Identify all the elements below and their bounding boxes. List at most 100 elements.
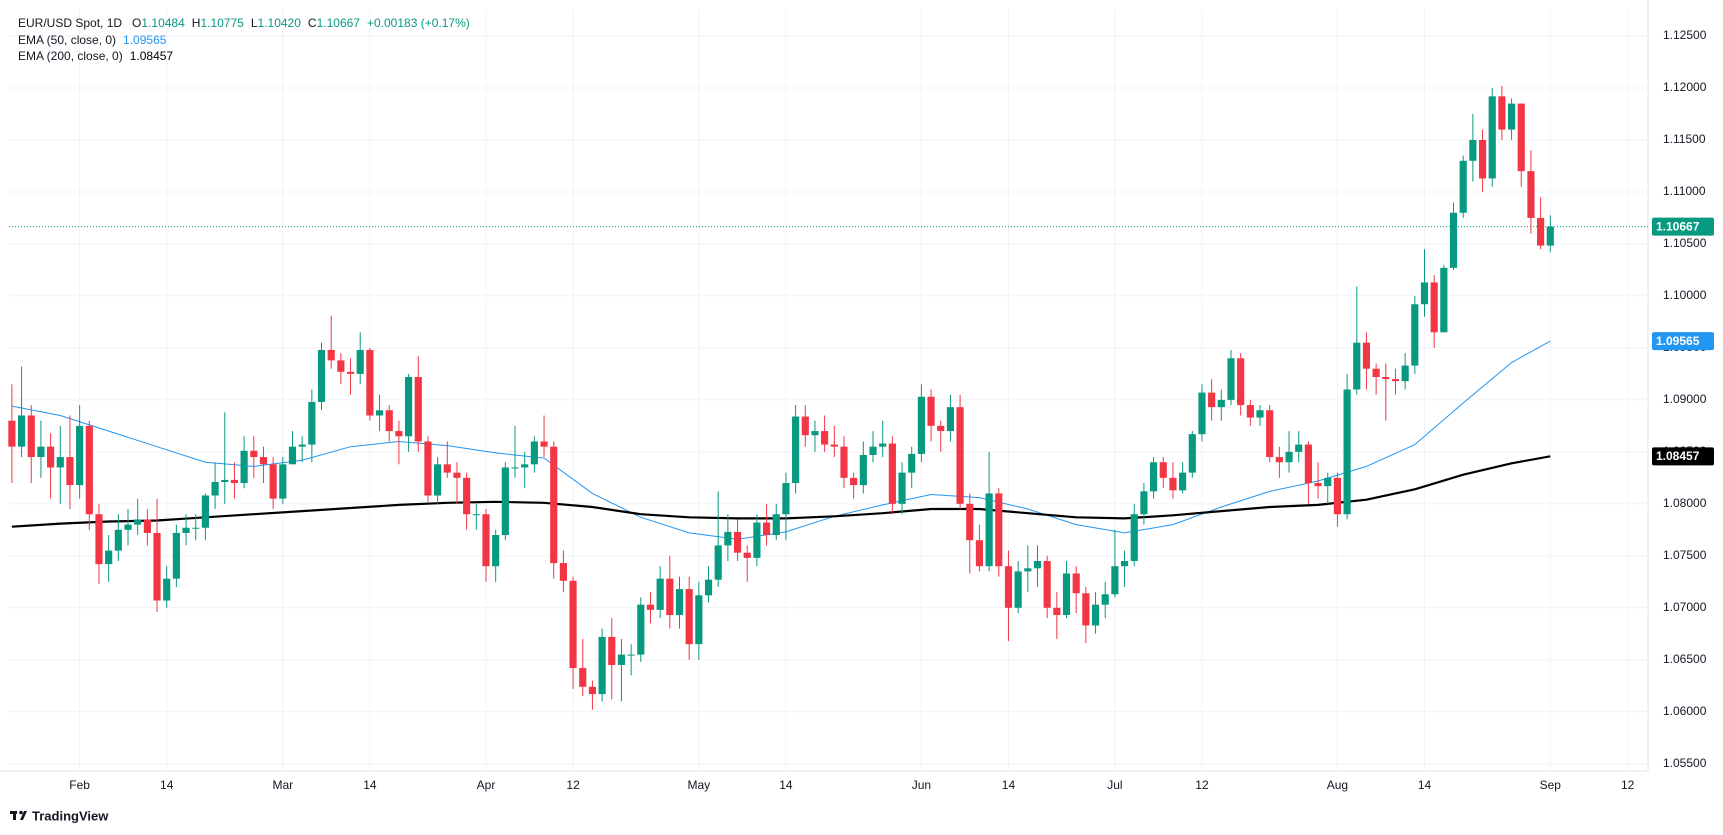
x-tick-label: 14 <box>1002 778 1016 792</box>
candle-body <box>1150 462 1158 492</box>
candle-body <box>1130 514 1138 562</box>
candle-body <box>472 514 480 516</box>
candle-body <box>1382 377 1390 380</box>
candle-body <box>482 514 490 567</box>
candle-body <box>1043 561 1051 608</box>
candle-body <box>269 464 277 499</box>
x-tick-label: 14 <box>779 778 793 792</box>
candle-body <box>685 589 693 645</box>
candle-body <box>1546 226 1554 246</box>
candle-body <box>946 407 954 432</box>
candle-body <box>1372 368 1380 378</box>
candle-body <box>1324 477 1332 487</box>
stat-value: 1.10420 <box>258 16 302 30</box>
y-tick-label: 1.12500 <box>1663 28 1707 42</box>
candle-body <box>1120 561 1129 567</box>
candle-body <box>627 654 635 656</box>
candle-body <box>211 482 219 496</box>
candle-body <box>1362 342 1371 369</box>
price-tag-label: 1.10667 <box>1656 219 1700 233</box>
candle-body <box>1314 483 1322 487</box>
y-tick-label: 1.11000 <box>1663 184 1706 198</box>
stat-label: C <box>308 16 317 30</box>
candle-body <box>588 686 597 695</box>
legend-row: EUR/USD Spot, 1D O1.10484 H1.10775 L1.10420… <box>18 16 470 30</box>
candle-body <box>830 444 838 447</box>
candle-body <box>8 420 16 447</box>
candle-body <box>37 446 45 458</box>
candle-body <box>375 410 384 416</box>
candle-body <box>327 349 335 361</box>
x-tick-label: Mar <box>272 778 293 792</box>
candle-body <box>143 519 151 533</box>
candle-body <box>1024 568 1032 572</box>
candle-body <box>995 493 1003 567</box>
candle-body <box>337 360 345 372</box>
candle-body <box>1304 444 1312 484</box>
candle-body <box>1285 451 1293 463</box>
stat-value: 1.10667 <box>317 16 361 30</box>
stat-label: O <box>132 16 141 30</box>
candle-body <box>414 377 422 442</box>
candle-body <box>1449 212 1458 268</box>
candle-body <box>675 589 684 616</box>
candle-body <box>346 371 355 374</box>
legend-value: 1.09565 <box>123 33 167 47</box>
candle-body <box>530 441 538 465</box>
candle-body <box>1469 139 1477 161</box>
candle-body <box>1266 410 1274 458</box>
candle-body <box>1459 160 1467 213</box>
candle-body <box>1140 491 1148 515</box>
price-tag <box>1652 332 1714 351</box>
candle-body <box>1014 571 1022 608</box>
x-tick-label: Jun <box>912 778 931 792</box>
candle-body <box>1188 434 1196 473</box>
candle-body <box>1217 399 1225 408</box>
candle-body <box>66 457 74 486</box>
candle-body <box>966 503 974 541</box>
x-tick-label: May <box>688 778 711 792</box>
candle-body <box>1091 604 1100 626</box>
candle-body <box>733 531 742 553</box>
candle-body <box>124 524 132 530</box>
candle-body <box>956 407 964 504</box>
candle-body <box>540 441 548 447</box>
price-tag-label: 1.09565 <box>1656 334 1700 348</box>
x-tick-label: Jul <box>1107 778 1122 792</box>
candle-body <box>1062 573 1071 616</box>
candle-body <box>917 396 925 454</box>
candle-body <box>617 654 626 665</box>
candle-body <box>1053 607 1061 616</box>
candle-body <box>1411 304 1419 366</box>
candle-body <box>366 349 374 416</box>
legend-row: EMA (50, close, 0) 1.09565 <box>18 33 167 47</box>
y-tick-label: 1.07000 <box>1663 600 1707 614</box>
y-tick-label: 1.10000 <box>1663 288 1707 302</box>
candle-body <box>1333 477 1342 515</box>
candle-body <box>840 446 848 478</box>
candle-body <box>250 450 258 458</box>
candle-body <box>17 415 26 447</box>
candle-body <box>704 579 713 596</box>
candle-body <box>821 431 829 445</box>
candle-body <box>1082 593 1090 626</box>
candle-body <box>1072 573 1080 594</box>
candle-body <box>888 443 896 504</box>
candle-body <box>1440 267 1448 333</box>
candle-body <box>1033 561 1042 569</box>
x-tick-label: 14 <box>160 778 174 792</box>
candle-body <box>637 604 645 655</box>
candle-body <box>1507 103 1516 130</box>
candle-body <box>95 514 103 565</box>
candle-body <box>492 535 500 567</box>
candle-body <box>753 522 761 558</box>
price-tag <box>1652 217 1714 236</box>
candle-body <box>1401 365 1409 382</box>
candle-body <box>1488 96 1496 179</box>
candle-body <box>1478 139 1487 179</box>
candle-body <box>308 401 316 445</box>
candle-body <box>172 532 180 579</box>
y-tick-label: 1.12000 <box>1663 80 1707 94</box>
candle-body <box>927 396 935 426</box>
candle-body <box>1237 358 1245 406</box>
